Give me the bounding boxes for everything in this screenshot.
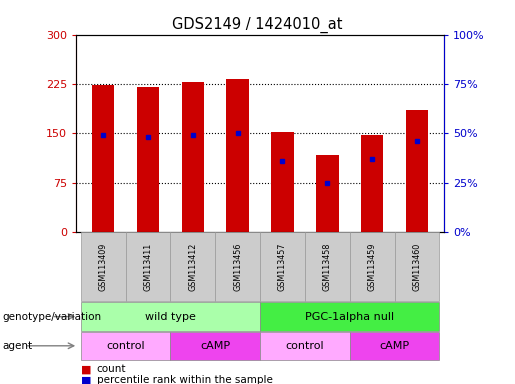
Bar [271, 132, 294, 232]
Text: percentile rank within the sample: percentile rank within the sample [97, 375, 273, 384]
Text: GSM113411: GSM113411 [144, 243, 152, 291]
Text: agent: agent [3, 341, 32, 351]
Bar [92, 84, 114, 232]
Text: ■: ■ [81, 375, 92, 384]
Bar [227, 79, 249, 232]
Text: cAMP: cAMP [380, 341, 409, 351]
Text: GSM113409: GSM113409 [99, 243, 108, 291]
Bar [406, 110, 428, 232]
Text: GSM113456: GSM113456 [233, 243, 242, 291]
Text: control: control [286, 341, 324, 351]
Text: cAMP: cAMP [200, 341, 230, 351]
Text: GSM113458: GSM113458 [323, 243, 332, 291]
Text: GSM113457: GSM113457 [278, 243, 287, 291]
Text: GSM113412: GSM113412 [188, 243, 197, 291]
Text: GSM113459: GSM113459 [368, 243, 376, 291]
Text: wild type: wild type [145, 311, 196, 322]
Bar [361, 135, 383, 232]
Bar [182, 82, 204, 232]
Text: genotype/variation: genotype/variation [3, 311, 101, 322]
Bar [316, 154, 338, 232]
Text: GSM113460: GSM113460 [413, 243, 421, 291]
Bar [137, 87, 159, 232]
Text: ■: ■ [81, 364, 92, 374]
Text: count: count [97, 364, 126, 374]
Text: GDS2149 / 1424010_at: GDS2149 / 1424010_at [172, 17, 343, 33]
Text: control: control [106, 341, 145, 351]
Text: PGC-1alpha null: PGC-1alpha null [305, 311, 394, 322]
